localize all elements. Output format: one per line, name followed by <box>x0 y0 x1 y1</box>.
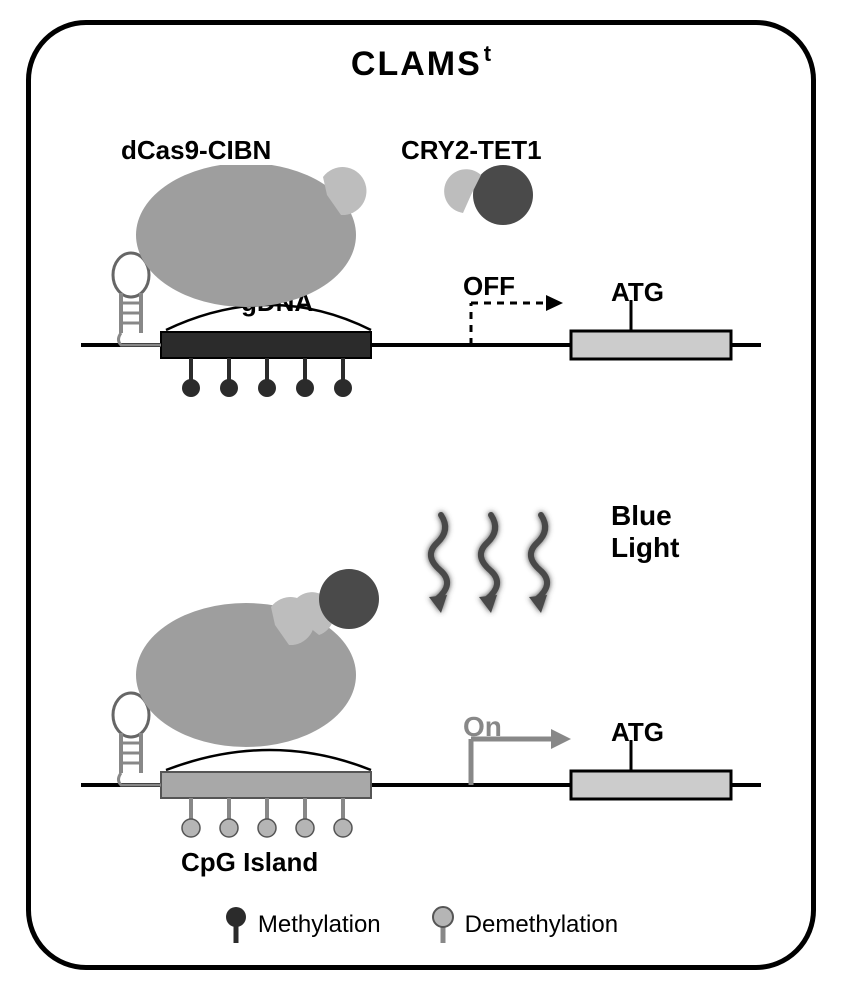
top-panel <box>71 165 771 435</box>
dcas9-body-top <box>136 165 356 307</box>
atg-box-top <box>571 331 731 359</box>
diagram-title: CLAMSt <box>31 45 811 84</box>
diagram-frame: CLAMSt dCas9-CIBN CRY2-TET1 gDNA OFF ATG… <box>26 20 816 970</box>
tet1-circle <box>473 165 533 225</box>
legend-methyl-label: Methylation <box>258 911 381 939</box>
label-cry2: CRY2-TET1 <box>401 135 542 166</box>
gdna-curve-bottom <box>166 750 371 770</box>
methyl-icon <box>224 905 248 945</box>
legend-methylation: Methylation <box>224 905 381 945</box>
atg-box-bottom <box>571 771 731 799</box>
title-sup: t <box>484 41 493 66</box>
promoter-arrow-on <box>471 729 571 785</box>
label-dcas9: dCas9-CIBN <box>121 135 271 166</box>
methyl-lollipops <box>182 358 352 397</box>
legend-demethylation: Demethylation <box>431 905 618 945</box>
demethyl-icon <box>431 905 455 945</box>
blue-light-waves <box>429 515 547 613</box>
promoter-arrow-off <box>471 295 563 345</box>
cpg-box-methylated <box>161 332 371 358</box>
cpg-box-demethylated <box>161 772 371 798</box>
gdna-curve-top <box>166 305 371 330</box>
cry2-tet1-free <box>444 165 533 225</box>
tet1-docked <box>319 569 379 629</box>
legend: Methylation Demethylation <box>31 905 811 945</box>
title-main: CLAMS <box>351 45 482 83</box>
bottom-panel <box>71 495 771 875</box>
demethyl-lollipops <box>182 798 352 837</box>
legend-demethyl-label: Demethylation <box>465 911 618 939</box>
